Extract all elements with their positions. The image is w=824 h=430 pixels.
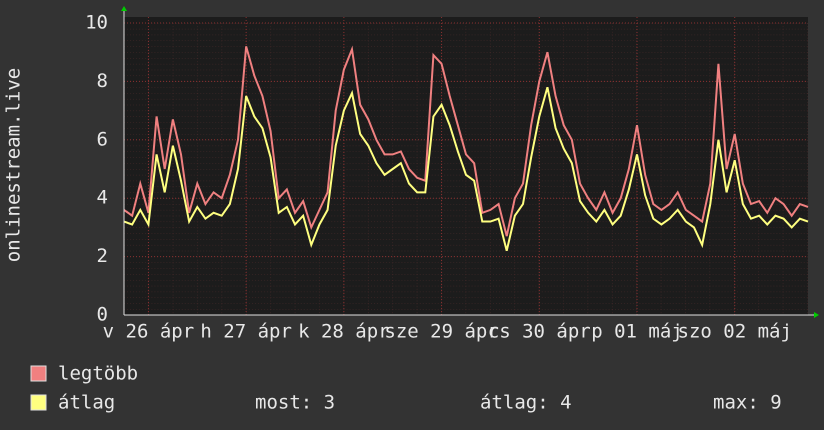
stat: átlag: 4 (480, 392, 572, 414)
legend-swatch (30, 394, 47, 411)
x-tick-label: sze 29 ápr (384, 321, 498, 343)
y-tick-label: 2 (97, 245, 108, 267)
y-tick-label: 0 (97, 304, 108, 326)
x-tick-label: cs 30 ápr (488, 321, 591, 343)
legend-swatch (30, 365, 47, 382)
y-tick-label: 8 (97, 70, 108, 92)
stat: max: 9 (713, 392, 782, 414)
series-line (123, 45, 809, 237)
y-tick-label: 6 (97, 128, 108, 150)
y-axis-label: onlinestream.live (3, 68, 25, 262)
legend-label: átlag (58, 392, 115, 414)
stat: most: 3 (255, 392, 335, 414)
y-tick-label: 4 (97, 187, 108, 209)
minor-grid (124, 23, 808, 315)
series-line (123, 86, 809, 252)
x-tick-label: p 01 máj (591, 321, 683, 343)
axis-arrow (814, 312, 819, 318)
axis-arrow (121, 6, 127, 11)
legend-label: legtöbb (58, 363, 138, 385)
x-tick-label: v 26 ápr (103, 321, 195, 343)
x-tick-label: h 27 ápr (200, 321, 292, 343)
x-tick-label: k 28 ápr (298, 321, 390, 343)
y-tick-label: 10 (85, 12, 108, 34)
x-tick-label: szo 02 máj (678, 321, 792, 343)
